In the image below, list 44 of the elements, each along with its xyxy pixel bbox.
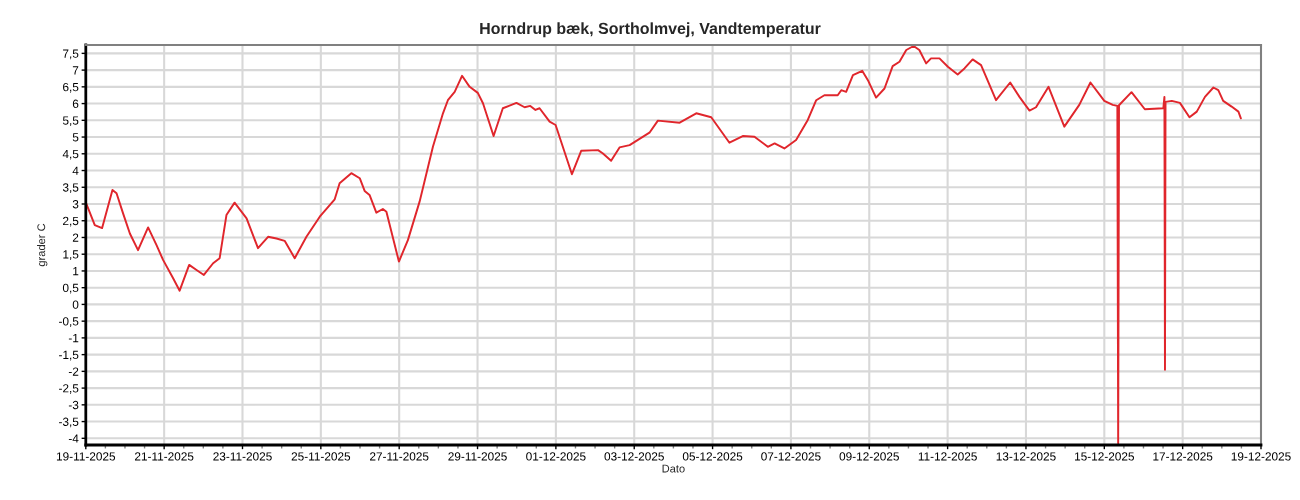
x-tick-label: 15-12-2025 — [1075, 452, 1135, 461]
line-series — [85, 45, 1242, 445]
y-tick-label: 0,5 — [62, 283, 79, 294]
y-tick-label: 1,5 — [63, 250, 79, 260]
y-tick-label: 7 — [72, 66, 79, 75]
x-tick-label: 03-12-2025 — [604, 452, 664, 461]
x-tick-label: 23-11-2025 — [213, 452, 272, 461]
x-tick-label: 01-12-2025 — [526, 452, 586, 461]
y-tick-label: 3 — [72, 200, 79, 209]
y-axis-title: grader C — [37, 223, 48, 267]
y-tick-label: 5 — [72, 133, 79, 142]
x-axis-title: Dato — [662, 464, 685, 473]
y-tick-label: 7,5 — [63, 49, 79, 60]
y-tick-label: -1,5 — [59, 350, 79, 361]
x-tick-label: 17-12-2025 — [1153, 452, 1213, 461]
x-tick-label: 19-12-2025 — [1231, 452, 1291, 461]
x-tick-label: 09-12-2025 — [839, 452, 899, 461]
y-tick-label: -2,5 — [59, 384, 79, 394]
y-tick-label: 6,5 — [63, 82, 79, 93]
y-tick-label: 4 — [72, 166, 79, 175]
x-tick-label: 11-12-2025 — [918, 452, 977, 461]
x-tick-label: 05-12-2025 — [682, 452, 743, 461]
x-tick-label: 19-11-2025 — [56, 452, 116, 461]
x-tick-label: 25-11-2025 — [291, 452, 351, 461]
y-tick-label: -4 — [68, 434, 79, 443]
x-tick-label: 29-11-2025 — [448, 452, 507, 461]
y-tick-label: 3,5 — [62, 183, 79, 194]
y-tick-label: -3,5 — [59, 417, 79, 428]
y-tick-label: 5,5 — [62, 116, 79, 127]
x-tick-label: 07-12-2025 — [761, 452, 821, 461]
y-tick-label: 4,5 — [62, 149, 79, 160]
y-tick-label: -1 — [68, 334, 79, 343]
x-tick-label: 27-11-2025 — [370, 452, 429, 461]
y-tick-label: -0,5 — [59, 317, 79, 327]
y-tick-label: -2 — [68, 367, 79, 376]
chart-title: Horndrup bæk, Sortholmvej, Vandtemperatur — [480, 22, 821, 38]
y-tick-label: 0 — [72, 300, 79, 309]
y-tick-label: 2,5 — [63, 216, 79, 227]
x-tick-label: 13-12-2025 — [996, 452, 1056, 461]
y-tick-label: -3 — [68, 400, 79, 410]
y-tick-label: 1 — [73, 267, 79, 276]
y-tick-label: 2 — [72, 233, 79, 242]
x-tick-label: 21-11-2025 — [134, 452, 194, 461]
y-tick-label: 6 — [72, 99, 79, 108]
